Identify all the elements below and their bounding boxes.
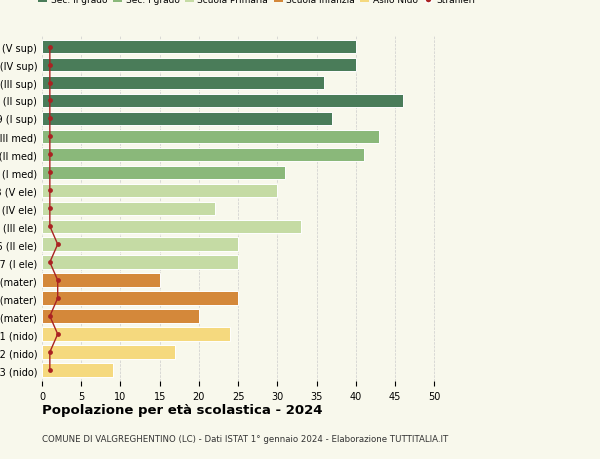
Bar: [42, 292, 238, 305]
Bar: [42, 328, 230, 341]
Point: [45, 151, 55, 159]
Bar: [42, 112, 332, 126]
Bar: [42, 238, 238, 252]
Point: [45, 259, 55, 266]
Point: [53, 277, 62, 284]
Point: [45, 205, 55, 213]
Bar: [42, 256, 238, 269]
Point: [45, 80, 55, 87]
Bar: [42, 184, 277, 198]
Point: [53, 295, 62, 302]
Bar: [42, 148, 364, 162]
Bar: [42, 364, 113, 377]
Point: [45, 44, 55, 51]
Point: [45, 98, 55, 105]
Bar: [42, 77, 325, 90]
Point: [45, 349, 55, 356]
Bar: [42, 274, 160, 287]
Legend: Sec. II grado, Sec. I grado, Scuola Primaria, Scuola Infanzia, Asilo Nido, Stran: Sec. II grado, Sec. I grado, Scuola Prim…: [38, 0, 475, 6]
Bar: [42, 95, 403, 108]
Point: [45, 313, 55, 320]
Point: [45, 169, 55, 177]
Point: [45, 116, 55, 123]
Bar: [42, 59, 356, 72]
Bar: [42, 130, 379, 144]
Point: [53, 330, 62, 338]
Bar: [42, 220, 301, 234]
Text: Popolazione per età scolastica - 2024: Popolazione per età scolastica - 2024: [42, 403, 323, 416]
Point: [45, 223, 55, 230]
Bar: [42, 310, 199, 323]
Point: [45, 187, 55, 195]
Point: [45, 367, 55, 374]
Bar: [42, 166, 285, 180]
Text: COMUNE DI VALGREGHENTINO (LC) - Dati ISTAT 1° gennaio 2024 - Elaborazione TUTTIT: COMUNE DI VALGREGHENTINO (LC) - Dati IST…: [42, 434, 448, 442]
Point: [45, 62, 55, 69]
Bar: [42, 202, 215, 216]
Bar: [42, 41, 356, 54]
Point: [45, 134, 55, 141]
Bar: [42, 346, 175, 359]
Point: [53, 241, 62, 248]
